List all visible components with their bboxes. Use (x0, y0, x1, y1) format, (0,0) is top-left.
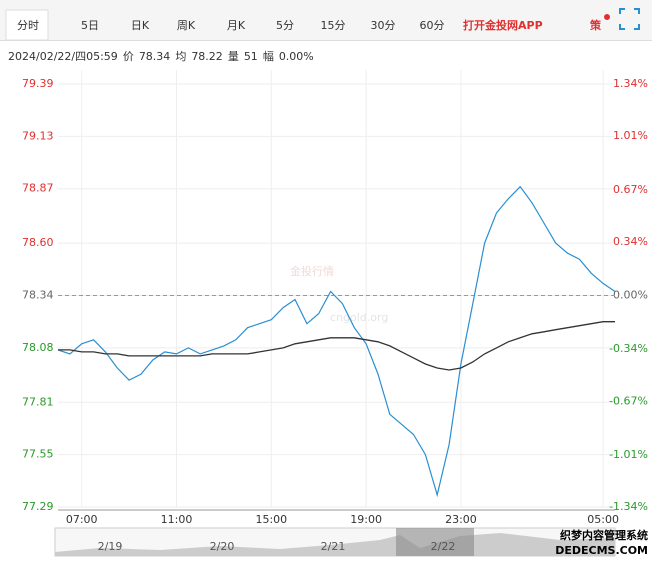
x-tick-label: 07:00 (66, 513, 98, 526)
strategy[interactable]: 策 (589, 18, 602, 32)
y2-tick-label: 1.34% (613, 77, 648, 90)
tab[interactable]: 月K (227, 19, 246, 32)
y-tick-label: 79.13 (22, 129, 54, 142)
tab[interactable]: 5分 (276, 19, 294, 32)
navigator-window (396, 528, 474, 556)
navigator-date: 2/20 (210, 540, 235, 553)
y-tick-label: 78.60 (22, 236, 54, 249)
y-tick-label: 77.81 (22, 395, 54, 408)
info-text: 0.00% (279, 50, 314, 63)
info-text: 量 (228, 50, 239, 63)
tab[interactable]: 5日 (81, 19, 99, 32)
y-tick-label: 77.55 (22, 448, 54, 461)
y2-tick-label: 1.01% (613, 129, 648, 142)
info-text: 2024/02/22/四05:59 (8, 50, 118, 63)
watermark: cngold.org (330, 311, 388, 324)
y-tick-label: 77.29 (22, 500, 54, 513)
active-tab (5, 9, 49, 41)
x-tick-label: 05:00 (587, 513, 619, 526)
info-text: 均 (175, 50, 186, 63)
y2-tick-label: -1.01% (609, 448, 648, 461)
info-text: 78.22 (191, 50, 223, 63)
y2-tick-label: -0.67% (609, 394, 648, 407)
x-tick-label: 23:00 (445, 513, 477, 526)
fullscreen-icon[interactable] (619, 8, 640, 30)
y-tick-label: 78.87 (22, 182, 54, 195)
line-series (58, 321, 615, 371)
info-text: 幅 (263, 50, 274, 63)
navigator-date: 2/22 (431, 540, 456, 553)
x-tick-label: 19:00 (350, 513, 382, 526)
y2-tick-label: 0.67% (613, 183, 648, 196)
badge (604, 14, 610, 20)
y-tick-label: 79.39 (22, 77, 54, 90)
divider (0, 40, 652, 41)
app-link[interactable]: 打开金投网APP (463, 18, 543, 32)
toolbar (0, 0, 652, 40)
y2-tick-label: 0.00% (613, 289, 648, 302)
corner-mark: DEDECMS.COM (555, 544, 648, 557)
tab[interactable]: 周K (177, 19, 196, 32)
info-text: 51 (244, 50, 258, 63)
tab[interactable]: 分时 (17, 19, 39, 32)
y-tick-label: 78.34 (22, 289, 54, 302)
y2-tick-label: -0.34% (609, 342, 648, 355)
y2-tick-label: 0.34% (613, 235, 648, 248)
tab[interactable]: 60分 (420, 19, 445, 32)
info-text: 价 (123, 50, 134, 63)
y2-tick-label: -1.34% (609, 500, 648, 513)
corner-mark: 织梦内容管理系统 (560, 528, 648, 542)
watermark: 金投行情 (290, 264, 334, 278)
tab[interactable]: 15分 (321, 19, 346, 32)
navigator-date: 2/19 (98, 540, 123, 553)
tab[interactable]: 日K (131, 19, 150, 32)
y-tick-label: 78.08 (22, 341, 54, 354)
x-tick-label: 15:00 (255, 513, 287, 526)
line-series (57, 185, 616, 498)
x-tick-label: 11:00 (161, 513, 193, 526)
info-text: 78.34 (139, 50, 171, 63)
navigator-area (55, 533, 615, 556)
tab[interactable]: 30分 (371, 19, 396, 32)
navigator-date: 2/21 (321, 540, 346, 553)
